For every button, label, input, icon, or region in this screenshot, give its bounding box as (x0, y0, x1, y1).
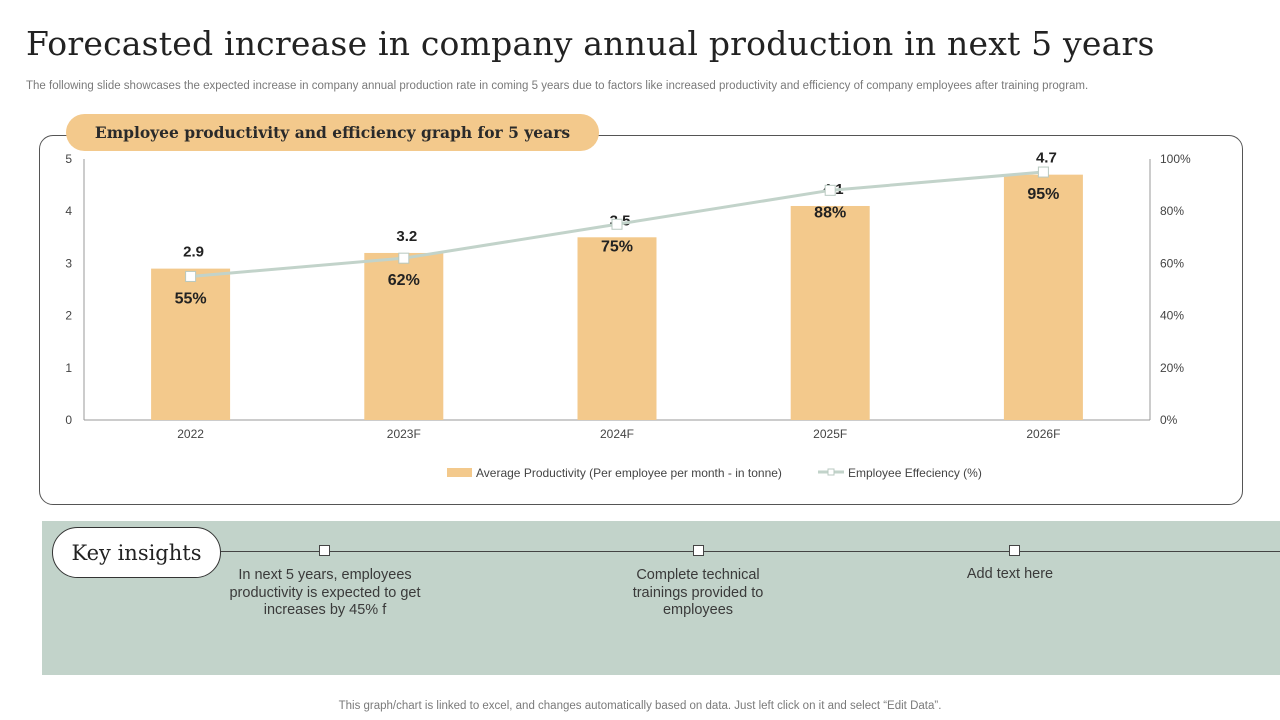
chart-heading: Employee productivity and efficiency gra… (66, 114, 599, 151)
efficiency-value-label: 95% (1027, 186, 1059, 203)
efficiency-point (612, 219, 622, 229)
x-tick-label: 2026F (1026, 427, 1060, 441)
efficiency-point (1038, 167, 1048, 177)
x-tick-label: 2025F (813, 427, 847, 441)
legend-label-productivity: Average Productivity (Per employee per m… (476, 466, 782, 480)
efficiency-value-label: 88% (814, 204, 846, 221)
legend-marker-efficiency (828, 469, 834, 475)
efficiency-point (186, 271, 196, 281)
insight-text-3: Add text here (900, 566, 1120, 584)
bar (791, 206, 870, 420)
efficiency-value-label: 55% (175, 290, 207, 307)
bar-value-label: 3.2 (396, 228, 417, 245)
y-tick-right-label: 60% (1160, 256, 1184, 270)
bar (578, 237, 657, 420)
timeline-marker (319, 545, 330, 556)
key-insights-heading: Key insights (52, 527, 221, 578)
insight-text-2: Complete technical trainings provided to… (608, 567, 788, 620)
efficiency-point (399, 253, 409, 263)
timeline-marker (693, 545, 704, 556)
insights-timeline (220, 551, 1280, 552)
insight-text-1: In next 5 years, employees productivity … (214, 567, 436, 620)
x-tick-label: 2024F (600, 427, 634, 441)
legend-label-efficiency: Employee Effeciency (%) (848, 466, 982, 480)
y-tick-right-label: 20% (1160, 361, 1184, 375)
efficiency-value-label: 62% (388, 272, 420, 289)
x-tick-label: 2022 (177, 427, 204, 441)
y-tick-left-label: 3 (65, 256, 72, 270)
footer-note: This graph/chart is linked to excel, and… (0, 700, 1280, 712)
y-tick-left-label: 5 (65, 152, 72, 166)
y-tick-left-label: 0 (65, 413, 72, 427)
legend-swatch-productivity (447, 468, 472, 477)
productivity-efficiency-chart: 0123450%20%40%60%80%100%2.93.23.54.14.72… (0, 0, 1280, 520)
efficiency-value-label: 75% (601, 238, 633, 255)
y-tick-right-label: 0% (1160, 413, 1178, 427)
bar-value-label: 4.7 (1036, 150, 1057, 167)
efficiency-point (825, 185, 835, 195)
x-tick-label: 2023F (387, 427, 421, 441)
timeline-marker (1009, 545, 1020, 556)
y-tick-left-label: 2 (65, 309, 72, 323)
bar-value-label: 2.9 (183, 244, 204, 261)
y-tick-left-label: 1 (65, 361, 72, 375)
bar (1004, 175, 1083, 420)
y-tick-right-label: 40% (1160, 309, 1184, 323)
y-tick-left-label: 4 (65, 204, 72, 218)
y-tick-right-label: 80% (1160, 204, 1184, 218)
y-tick-right-label: 100% (1160, 152, 1191, 166)
